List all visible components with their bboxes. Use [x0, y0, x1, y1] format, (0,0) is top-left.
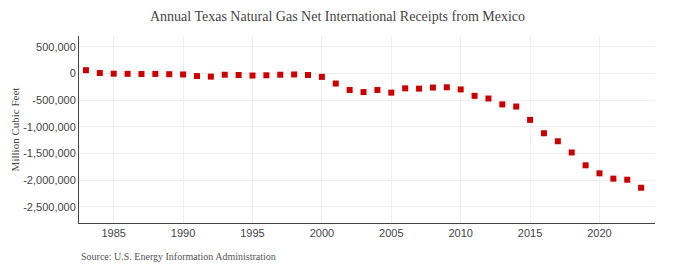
svg-text:1990: 1990: [171, 227, 195, 239]
svg-text:-500,000: -500,000: [32, 94, 75, 106]
svg-text:Source: U.S. Energy Informatio: Source: U.S. Energy Information Administ…: [81, 251, 276, 262]
svg-text:2020: 2020: [587, 227, 611, 239]
svg-text:Million Cubic Feet: Million Cubic Feet: [9, 88, 21, 172]
svg-text:-2,500,000: -2,500,000: [23, 201, 76, 213]
svg-text:-1,000,000: -1,000,000: [23, 121, 76, 133]
svg-text:1985: 1985: [101, 227, 125, 239]
svg-text:Annual Texas Natural Gas Net I: Annual Texas Natural Gas Net Internation…: [150, 9, 525, 24]
svg-text:1995: 1995: [240, 227, 264, 239]
svg-text:2010: 2010: [448, 227, 472, 239]
svg-text:0: 0: [70, 67, 76, 79]
svg-text:2015: 2015: [518, 227, 542, 239]
svg-text:500,000: 500,000: [36, 41, 76, 53]
svg-text:2000: 2000: [310, 227, 334, 239]
svg-text:-1,500,000: -1,500,000: [23, 147, 76, 159]
svg-text:-2,000,000: -2,000,000: [23, 174, 76, 186]
svg-text:2005: 2005: [379, 227, 403, 239]
